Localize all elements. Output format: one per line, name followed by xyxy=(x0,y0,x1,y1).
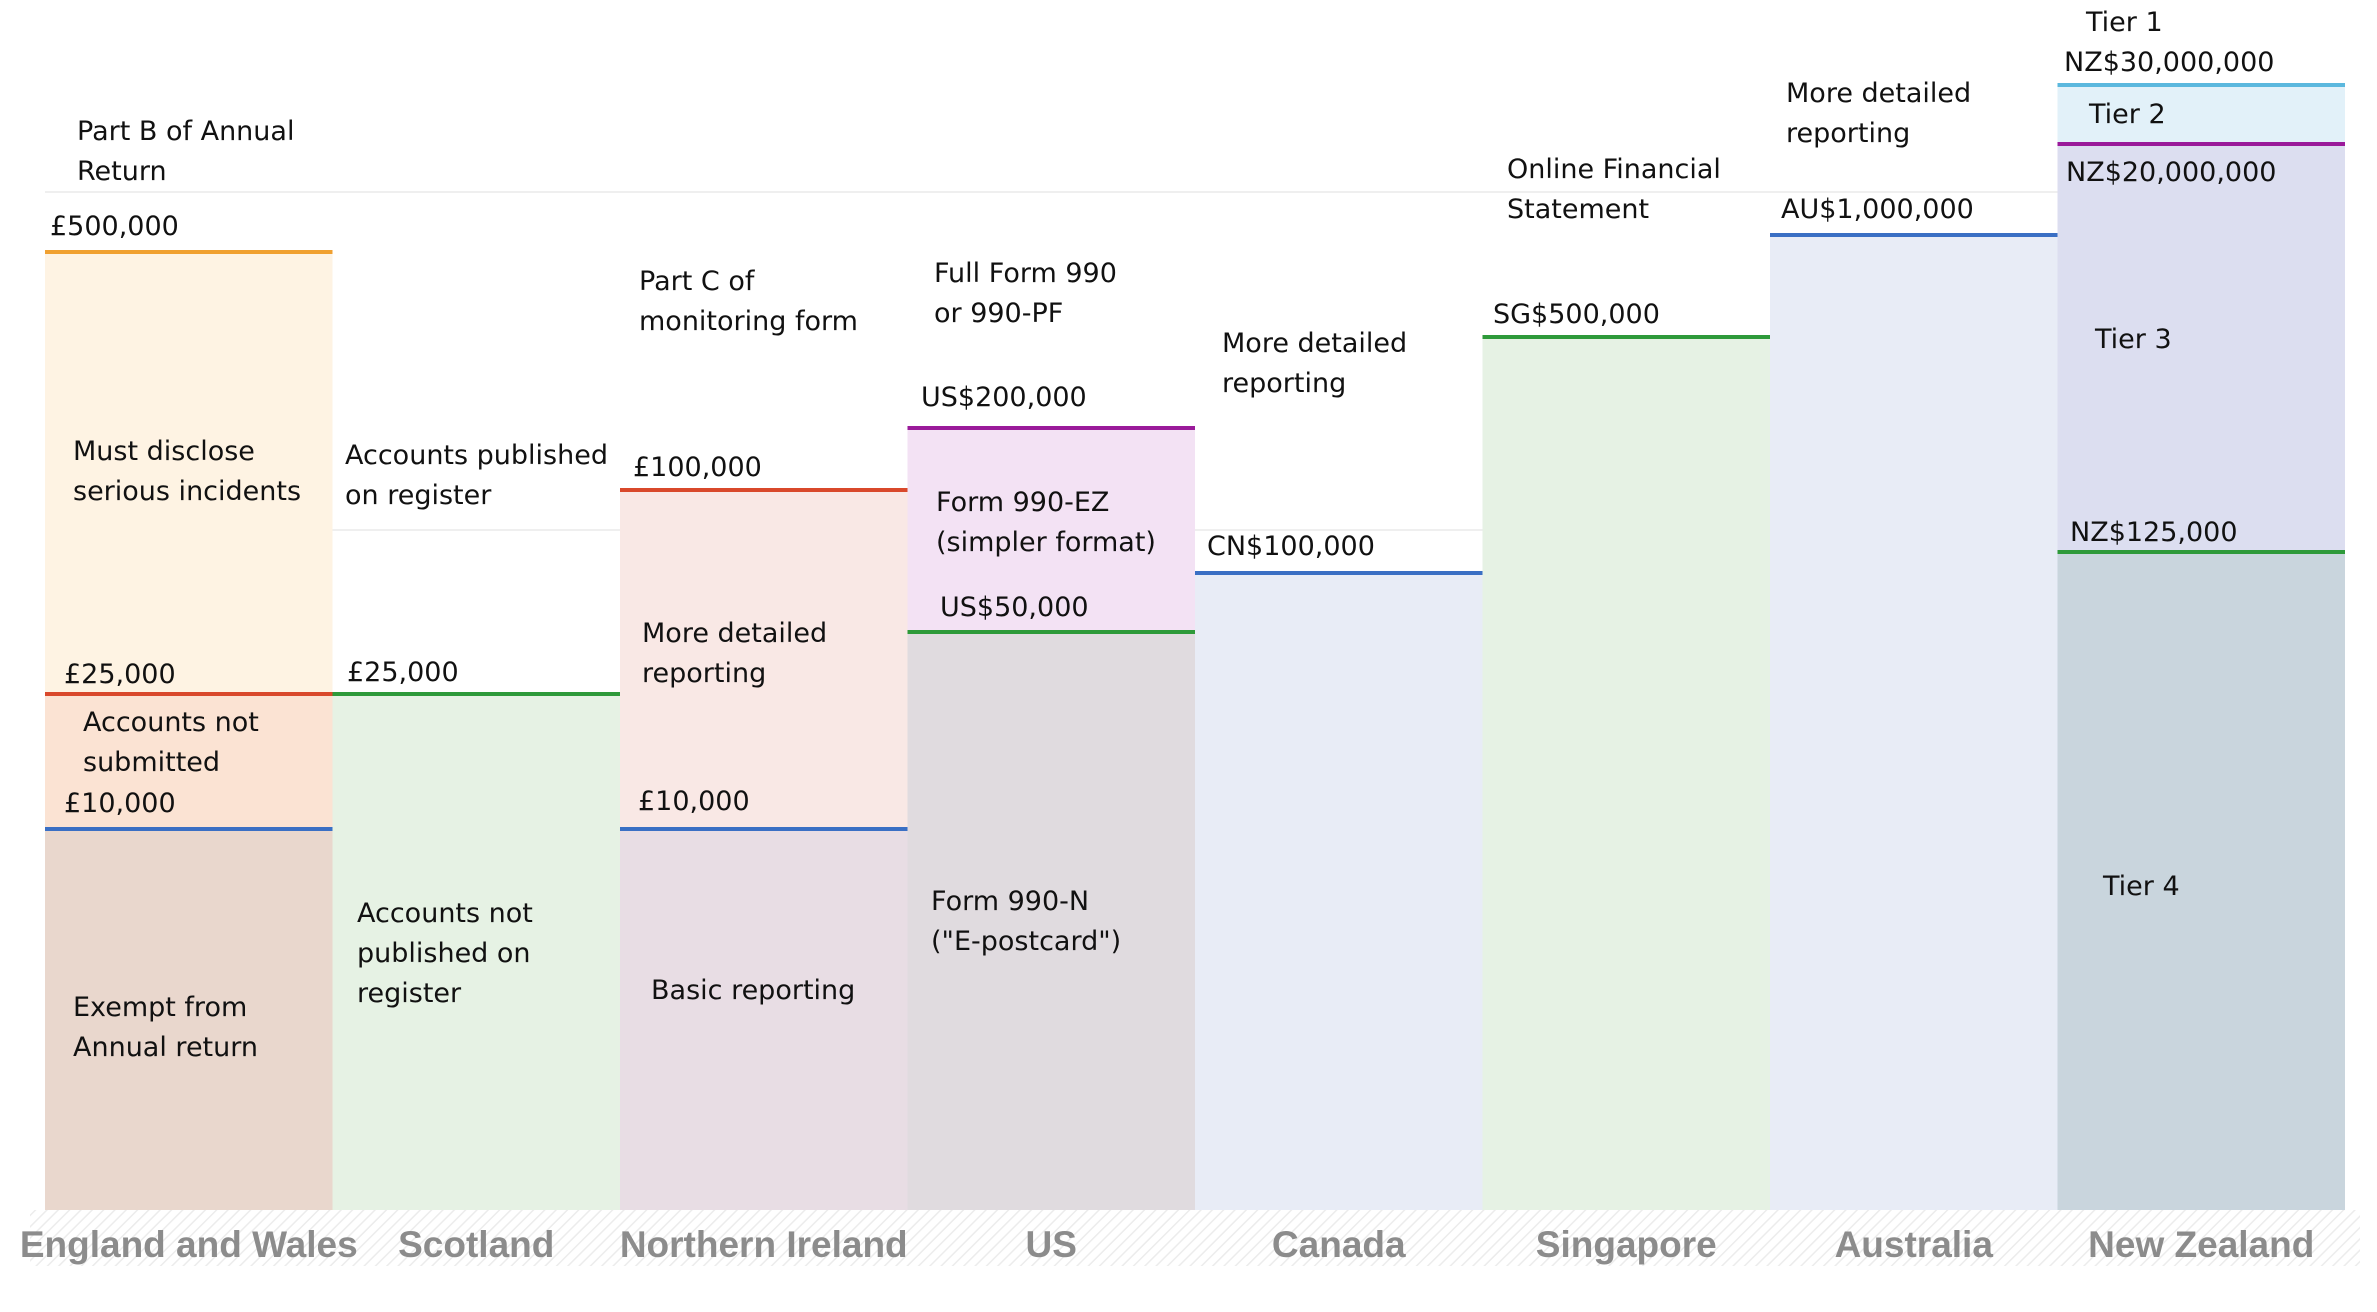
band-0-2 xyxy=(45,694,333,829)
band-label: Part C of xyxy=(639,266,756,297)
threshold-label: £100,000 xyxy=(633,452,762,483)
threshold-label: £25,000 xyxy=(64,659,176,690)
band-1-1 xyxy=(332,694,620,1210)
band-2-2 xyxy=(620,829,908,1210)
band-label: Online Financial xyxy=(1507,154,1721,185)
threshold-label: NZ$30,000,000 xyxy=(2064,47,2274,78)
band-label: Tier 2 xyxy=(2088,99,2166,130)
category-axis-background xyxy=(30,1210,2360,1266)
band-label: More detailed xyxy=(1222,328,1407,359)
band-label: Form 990-EZ xyxy=(936,487,1109,518)
band-3-2 xyxy=(907,632,1195,1210)
band-label: Basic reporting xyxy=(651,975,855,1006)
band-label: reporting xyxy=(1786,118,1910,149)
threshold-label: US$50,000 xyxy=(940,592,1089,623)
region-bands xyxy=(45,85,2345,1210)
band-label: Tier 3 xyxy=(2094,324,2172,355)
category-label: Canada xyxy=(1272,1224,1406,1265)
threshold-label: £10,000 xyxy=(64,788,176,819)
threshold-label: £500,000 xyxy=(50,211,179,242)
band-label: submitted xyxy=(83,747,220,778)
threshold-label: £10,000 xyxy=(638,786,750,817)
band-label: Annual return xyxy=(73,1032,258,1063)
band-7-1 xyxy=(2057,85,2345,144)
band-label: (simpler format) xyxy=(936,527,1156,558)
band-label: Tier 4 xyxy=(2102,871,2180,902)
band-label: Full Form 990 xyxy=(934,258,1117,289)
category-label: US xyxy=(1026,1224,1077,1265)
band-label: Accounts not xyxy=(83,707,259,738)
band-label: reporting xyxy=(1222,368,1346,399)
band-label: serious incidents xyxy=(73,476,301,507)
band-label: More detailed xyxy=(1786,78,1971,109)
category-label: Singapore xyxy=(1536,1224,1717,1265)
category-axis-strip xyxy=(30,1210,2360,1266)
band-3-1 xyxy=(907,428,1195,632)
category-label: England and Wales xyxy=(20,1224,358,1265)
band-0-3 xyxy=(45,829,333,1210)
band-label: Return xyxy=(77,156,167,187)
category-label: New Zealand xyxy=(2088,1224,2314,1265)
band-label: or 990-PF xyxy=(934,298,1063,329)
labels: £500,000 £25,000 £10,000 Part B of Annual Re… xyxy=(20,7,2315,1265)
threshold-label: CN$100,000 xyxy=(1207,531,1375,562)
threshold-label: AU$1,000,000 xyxy=(1781,194,1974,225)
band-0-1 xyxy=(45,252,333,694)
band-label: reporting xyxy=(642,658,766,689)
band-label: Must disclose xyxy=(73,436,255,467)
band-label: Accounts published xyxy=(345,440,608,471)
threshold-label: SG$500,000 xyxy=(1493,299,1660,330)
threshold-label: US$200,000 xyxy=(921,382,1087,413)
band-label: More detailed xyxy=(642,618,827,649)
band-label: Statement xyxy=(1507,194,1649,225)
band-5-1 xyxy=(1482,337,1770,1210)
band-7-3 xyxy=(2057,552,2345,1210)
category-label: Scotland xyxy=(398,1224,554,1265)
threshold-label: NZ$125,000 xyxy=(2070,517,2238,548)
band-label: monitoring form xyxy=(639,306,858,337)
band-label: register xyxy=(357,978,462,1009)
band-label: ("E-postcard") xyxy=(931,926,1121,957)
band-4-1 xyxy=(1195,573,1483,1210)
band-7-2 xyxy=(2057,144,2345,552)
band-label: Form 990-N xyxy=(931,886,1089,917)
category-label: Australia xyxy=(1835,1224,1994,1265)
band-label: Tier 1 xyxy=(2085,7,2163,38)
band-label: on register xyxy=(345,480,492,511)
threshold-label: £25,000 xyxy=(347,657,459,688)
band-label: Part B of Annual xyxy=(77,116,294,147)
category-label: Northern Ireland xyxy=(620,1224,908,1265)
threshold-lines xyxy=(45,83,2345,831)
band-2-1 xyxy=(620,490,908,829)
band-label: published on xyxy=(357,938,531,969)
threshold-label: NZ$20,000,000 xyxy=(2066,157,2276,188)
band-label: Accounts not xyxy=(357,898,533,929)
band-label: Exempt from xyxy=(73,992,247,1023)
band-6-1 xyxy=(1770,235,2058,1210)
